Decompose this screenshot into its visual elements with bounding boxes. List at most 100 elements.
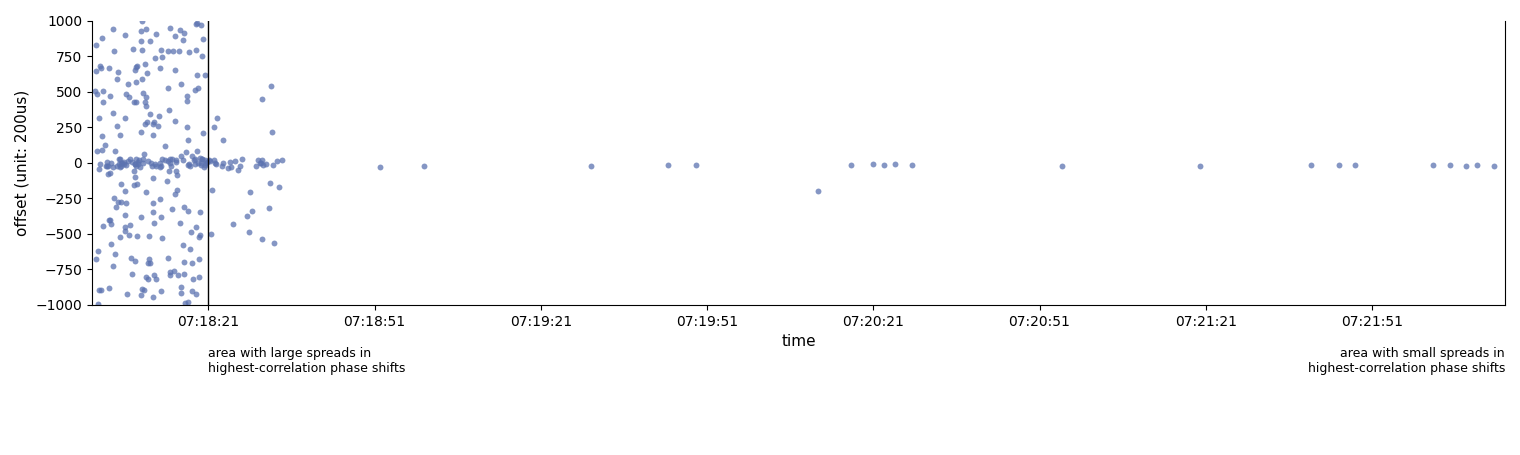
Point [122, 99, 146, 106]
Point [190, 52, 214, 59]
Point [175, 123, 199, 131]
Point [579, 162, 603, 169]
Point [123, 173, 147, 181]
Point [96, 162, 120, 170]
Point [137, 256, 161, 263]
Point [178, 246, 202, 253]
Point [204, 161, 228, 168]
Point [211, 159, 236, 167]
Point [114, 200, 138, 207]
Point [131, 17, 155, 25]
Point [87, 300, 111, 307]
Point [182, 160, 207, 167]
Point [123, 155, 147, 162]
Point [137, 233, 161, 240]
Point [85, 91, 109, 98]
Point [116, 80, 140, 87]
Point [237, 229, 261, 236]
Point [185, 147, 210, 154]
Point [105, 122, 129, 130]
Point [155, 157, 179, 165]
Point [141, 293, 166, 300]
Point [172, 30, 196, 37]
Point [160, 156, 184, 163]
Point [144, 162, 169, 170]
Point [140, 162, 164, 169]
Point [193, 161, 217, 168]
Point [91, 99, 116, 106]
Point [205, 114, 230, 121]
Point [190, 35, 214, 43]
Point [169, 289, 193, 296]
Point [143, 219, 167, 227]
Point [225, 167, 249, 174]
Point [201, 186, 225, 193]
Point [883, 161, 907, 168]
Point [90, 132, 114, 140]
Point [176, 207, 201, 215]
Point [122, 167, 146, 175]
Point [140, 208, 164, 215]
Point [141, 131, 166, 138]
Point [185, 85, 210, 92]
Point [109, 160, 134, 167]
Point [109, 162, 134, 170]
Point [230, 155, 254, 162]
Point [126, 161, 150, 168]
Point [175, 92, 199, 100]
Point [103, 250, 128, 258]
Point [179, 152, 204, 159]
Point [132, 61, 157, 68]
Point [170, 157, 195, 164]
Point [146, 112, 170, 120]
Point [176, 160, 201, 167]
Point [112, 115, 137, 122]
Point [112, 211, 137, 218]
Point [243, 162, 268, 169]
Point [102, 195, 126, 202]
Point [657, 161, 681, 168]
Point [117, 155, 141, 162]
Point [192, 130, 216, 137]
Point [176, 48, 201, 56]
Point [169, 152, 193, 160]
Point [158, 25, 182, 32]
Point [82, 87, 106, 94]
Point [176, 162, 201, 169]
Point [112, 187, 137, 195]
Point [102, 47, 126, 55]
Point [123, 98, 147, 105]
Point [149, 156, 173, 163]
Point [175, 136, 199, 143]
Point [149, 163, 173, 170]
Point [862, 161, 886, 168]
Point [169, 283, 193, 291]
Point [129, 291, 154, 298]
Point [192, 163, 216, 171]
Point [143, 54, 167, 61]
Point [166, 272, 190, 279]
Point [219, 163, 243, 170]
Point [108, 159, 132, 167]
Point [187, 208, 211, 215]
Point [125, 62, 149, 70]
Point [140, 199, 164, 207]
Point [119, 254, 143, 262]
Point [1455, 162, 1479, 169]
Point [163, 191, 187, 198]
Point [154, 157, 178, 164]
Point [157, 106, 181, 114]
Point [175, 97, 199, 105]
Point [103, 204, 128, 211]
Point [94, 162, 119, 169]
Point [190, 155, 214, 162]
Point [126, 158, 150, 166]
Point [258, 179, 283, 186]
Point [116, 157, 140, 165]
Point [123, 64, 147, 71]
Point [187, 255, 211, 263]
Point [84, 41, 108, 49]
Point [131, 76, 155, 83]
Point [123, 162, 147, 170]
Point [257, 205, 281, 212]
